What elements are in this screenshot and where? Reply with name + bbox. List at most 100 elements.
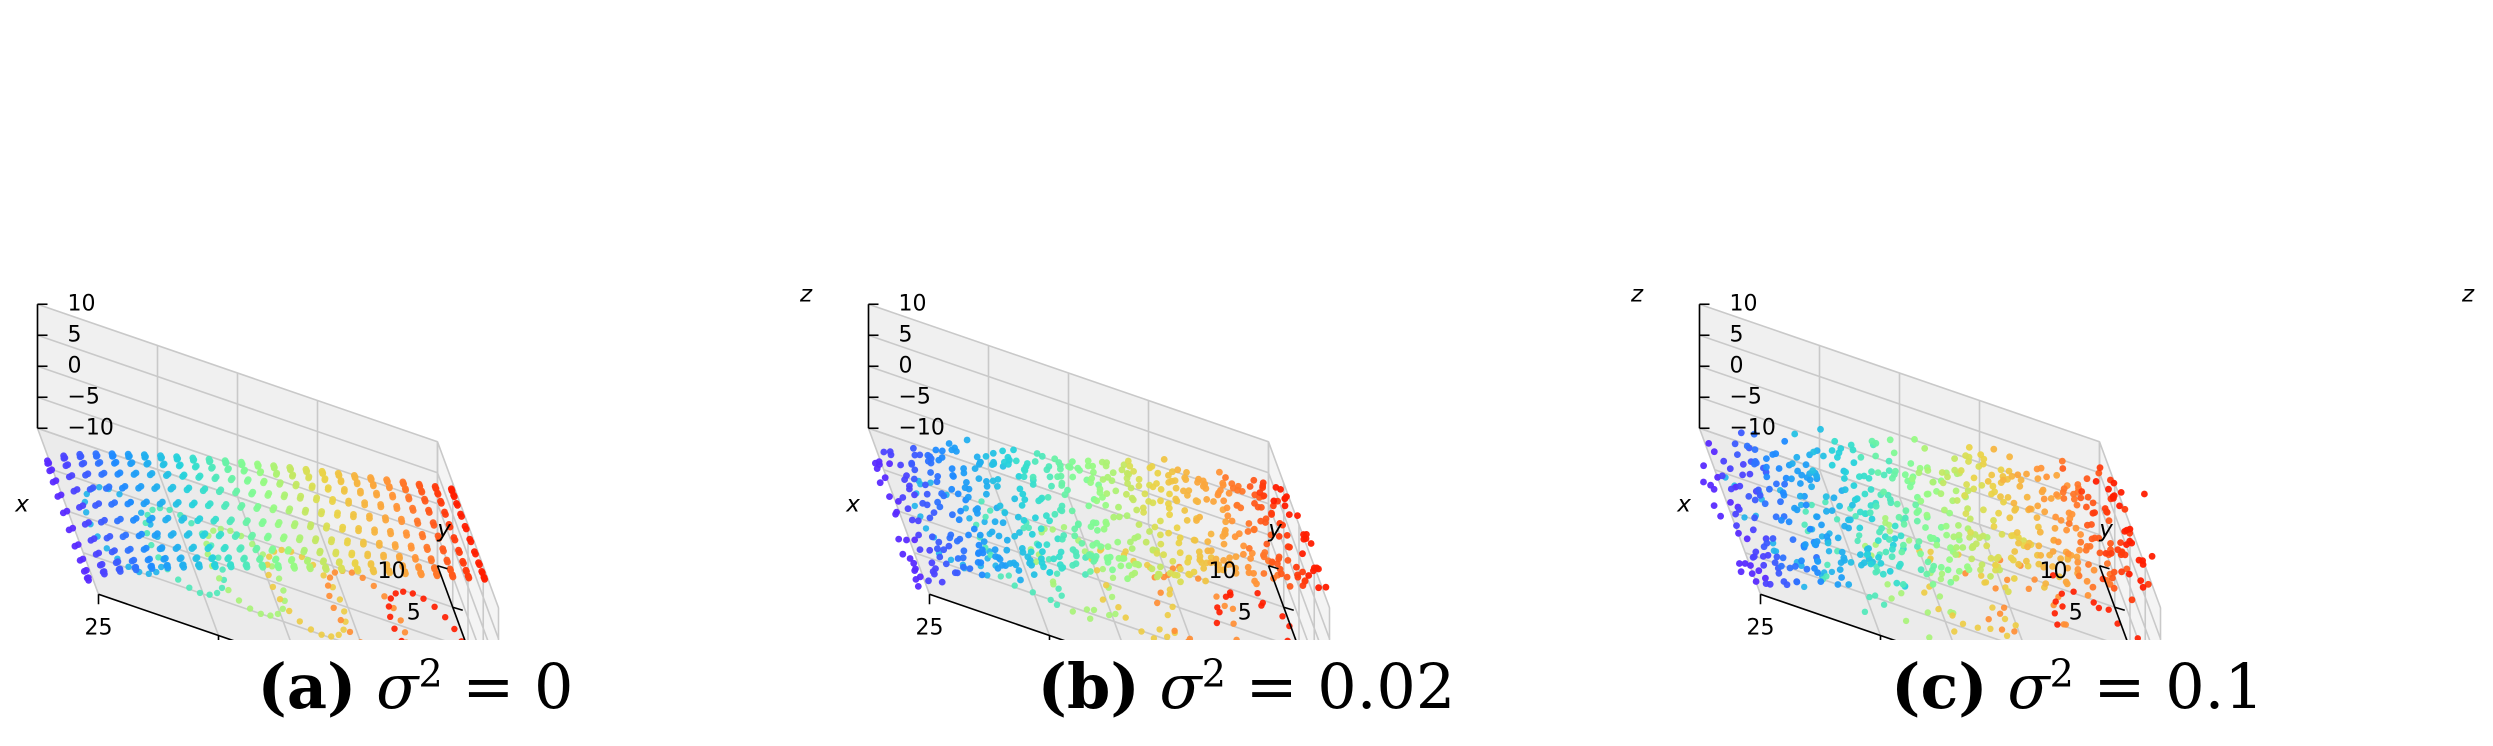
data-point [149, 506, 156, 513]
data-point [1872, 452, 1879, 460]
data-point [179, 561, 186, 569]
data-point [1157, 497, 1164, 505]
data-point [330, 604, 337, 611]
data-point [899, 550, 907, 558]
data-point [960, 547, 968, 555]
data-point [370, 582, 377, 590]
data-point [1889, 545, 1896, 553]
data-point [1923, 490, 1931, 498]
data-point [1038, 452, 1046, 460]
data-point [1058, 482, 1066, 489]
data-point [103, 545, 111, 552]
data-point [2004, 588, 2012, 596]
data-point [1817, 578, 1825, 585]
data-point [1226, 554, 1233, 562]
data-point [1823, 533, 1831, 540]
data-point [2060, 621, 2067, 628]
data-point [322, 524, 330, 532]
data-point [1720, 457, 1728, 465]
data-point [385, 567, 393, 575]
data-point [151, 532, 159, 539]
data-point [1190, 536, 1198, 544]
data-point [1011, 495, 1019, 503]
data-point [1902, 617, 1910, 625]
data-point [1949, 612, 1956, 619]
data-point [160, 460, 168, 468]
data-point [240, 555, 248, 563]
data-point [428, 557, 435, 565]
data-point [350, 513, 357, 521]
x-tick-label: 5 [1238, 600, 1252, 625]
data-point [2010, 499, 2018, 507]
data-point [2004, 494, 2012, 501]
data-point [87, 537, 95, 544]
data-point [881, 474, 889, 482]
data-point [326, 592, 333, 600]
data-point [1950, 533, 1958, 541]
data-point [995, 532, 1003, 540]
data-point [925, 577, 932, 585]
data-point [2003, 632, 2011, 639]
data-point [396, 554, 403, 562]
data-point [1149, 499, 1157, 507]
data-point [1102, 501, 1110, 509]
data-point [1913, 509, 1921, 516]
data-point [2070, 588, 2077, 595]
data-point [1276, 520, 1284, 527]
data-point [364, 552, 371, 560]
data-point [301, 509, 309, 516]
data-point [916, 573, 924, 581]
data-point [1270, 497, 1278, 505]
data-point [1834, 581, 1842, 588]
data-point [1951, 466, 1959, 474]
data-point [1880, 601, 1888, 608]
data-point [1987, 625, 1994, 632]
data-point [1732, 510, 1739, 518]
data-point [2065, 520, 2073, 527]
data-point [382, 516, 390, 524]
data-point [880, 448, 888, 456]
data-point [926, 514, 934, 522]
data-point [1084, 457, 1092, 465]
data-point [1891, 522, 1899, 530]
data-point [98, 471, 106, 478]
data-point [1127, 484, 1135, 492]
data-point [125, 563, 132, 570]
data-point [927, 469, 934, 476]
data-point [1103, 582, 1110, 589]
data-point [1924, 467, 1932, 474]
data-point [1108, 477, 1116, 485]
data-point [999, 519, 1007, 527]
data-point [927, 479, 934, 486]
data-point [2074, 566, 2082, 573]
data-point [108, 548, 116, 556]
data-point [166, 506, 173, 514]
data-point [1109, 574, 1117, 581]
caption-symbol: σ [376, 650, 419, 723]
data-point [2123, 526, 2131, 534]
data-point [1775, 465, 1783, 472]
data-point [2037, 552, 2045, 559]
data-point [1866, 509, 1874, 517]
data-point [1737, 429, 1745, 437]
data-point [306, 563, 313, 571]
data-point [264, 492, 272, 499]
data-point [144, 459, 152, 467]
data-point [135, 532, 143, 540]
data-point [1798, 562, 1805, 569]
data-point [2135, 556, 2143, 564]
data-point [215, 488, 223, 496]
data-point [1944, 473, 1951, 481]
data-point [1176, 534, 1184, 542]
data-point [911, 466, 919, 474]
data-point [1278, 570, 1285, 578]
data-point [1053, 570, 1061, 577]
grid-line [37, 334, 438, 474]
data-point [2117, 539, 2124, 546]
data-point [1990, 517, 1997, 524]
data-point [1828, 568, 1836, 576]
data-point [1880, 471, 1888, 479]
data-point [1215, 489, 1222, 497]
data-point [960, 465, 967, 472]
